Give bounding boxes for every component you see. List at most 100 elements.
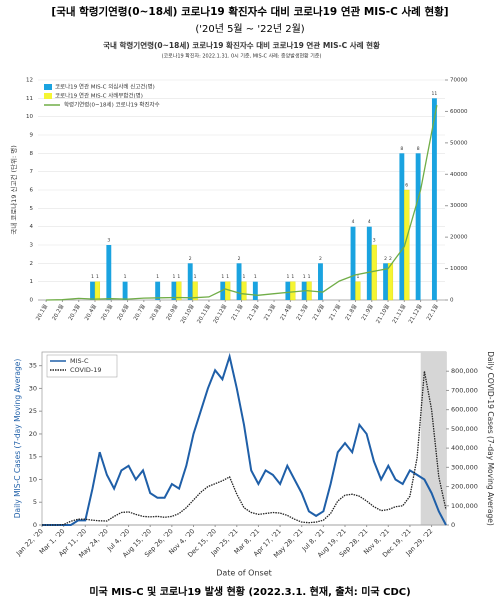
bar-value-label: 8 [417,146,420,152]
y2-tick-label: 0 [450,298,454,304]
y-axis-label: 국내 코로나19 신고건 (단위: 명) [9,145,18,235]
legend-swatch [44,84,52,90]
y-tick-label: 0 [30,298,34,304]
x-tick-label: 20.12월 [211,303,228,325]
bar-value-label: 1 [243,274,246,280]
x-tick-label: 20.8월 [148,303,164,322]
bar [285,281,291,300]
y-tick-label: 5 [30,206,34,212]
x-tick-label: 21.10월 [374,303,391,325]
bar-value-label: 1 [226,274,229,280]
y2-tick-label: 10000 [450,266,468,272]
bar-value-label: 1 [254,274,257,280]
bar [187,263,193,300]
bar-value-label: 3 [107,238,110,244]
y2-tick-label: 20000 [450,235,468,241]
x-tick-label: 20.7월 [131,303,147,322]
y-tick-label: 15 [29,453,37,461]
series-line [42,371,447,526]
bar-value-label: 1 [124,274,127,280]
y2-tick-label: 300,000 [451,463,478,471]
bar [366,226,372,300]
bar-value-label: 4 [368,219,371,225]
bar [252,281,258,300]
y-tick-label: 10 [29,475,37,483]
legend-label: 학령기연령(0~18세) 코로나19 확진자수 [64,101,160,109]
x-axis-label: Date of Onset [216,569,272,578]
y2-tick-label: 70000 [450,78,468,84]
x-tick-label: 21.6월 [310,303,326,322]
chart-title: 국내 학령기연령(0~18세) 코로나19 확진자수 대비 코로나19 연관 M… [103,40,380,50]
y-tick-label: 20 [29,430,37,438]
x-tick-label: 21.9월 [359,303,375,322]
bar-value-label: 2 [189,256,192,262]
x-tick-label: 21.5월 [294,303,310,322]
y2-axis-label: Daily COVID-19 Cases (7-day Moving Avera… [486,351,495,526]
bar [350,226,356,300]
x-tick-label: 20.2월 [50,303,66,322]
y-tick-label: 6 [30,188,34,194]
bar [106,245,112,300]
bar-value-label: 6 [405,183,408,189]
bar-value-label: 1 [356,274,359,280]
y2-tick-label: 100,000 [451,502,478,510]
bar-value-label: 8 [400,146,403,152]
y2-tick-label: 200,000 [451,483,478,491]
bar [399,153,405,300]
y2-tick-label: 50000 [450,140,468,146]
bar-value-label: 2 [384,256,387,262]
page-subtitle: ('20년 5월 ~ '22년 2월) [195,23,304,35]
bar-value-label: 3 [373,238,376,244]
bar [236,263,242,300]
x-tick-label: 20.1월 [34,303,50,322]
bar [122,281,128,300]
bar-value-label: 1 [221,274,224,280]
bar-value-label: 4 [352,219,355,225]
y2-tick-label: 700,000 [451,386,478,394]
bar [90,281,95,300]
bar-value-label: 1 [194,274,197,280]
legend-label: 코로나19 연관 MIS-C 사례부합건(명) [55,92,143,100]
x-tick-label: 21.7월 [327,303,343,322]
y-axis-label: Daily MIS-C Cases (7-day Moving Average) [13,359,22,519]
y2-tick-label: 500,000 [451,425,478,433]
x-tick-label: 20.4월 [82,303,98,322]
bar [94,281,101,301]
bar-value-label: 1 [96,274,99,280]
chart-subtitle: (코로나19 확진자: 2022.1.31. 0시 기준, MIS-C 사례: … [162,53,322,60]
y2-tick-label: 60000 [450,109,468,115]
bar [431,98,437,300]
bar-value-label: 1 [91,274,94,280]
bar-value-label: 1 [303,274,306,280]
bar [171,281,177,300]
y-tick-label: 30 [29,384,37,392]
bar [290,281,296,301]
y-tick-label: 25 [29,407,37,415]
x-tick-label: 21.2월 [245,303,261,322]
bar [387,263,394,301]
y2-tick-label: 800,000 [451,367,478,375]
bar [371,244,377,301]
x-tick-label: 20.6월 [115,303,131,322]
bar [318,263,323,300]
bar-value-label: 2 [389,256,392,262]
bar [176,281,182,301]
x-tick-label: 21.12월 [406,303,423,325]
y-tick-label: 0 [33,521,37,529]
series-line [46,104,438,301]
y-tick-label: 1 [30,279,34,285]
bar [192,281,198,301]
y-tick-label: 10 [26,114,33,120]
x-tick-label: 20.5월 [99,303,115,322]
legend-swatch [44,93,52,99]
bar-value-label: 1 [286,274,289,280]
y-tick-label: 5 [33,498,37,506]
y2-tick-label: 0 [451,521,455,529]
legend-label: 코로나19 연관 MIS-C 의심사례 신고건(명) [55,83,155,91]
bar-value-label: 2 [319,256,322,262]
x-tick-label: 22.1월 [424,303,440,322]
bar [415,153,421,300]
x-tick-label: 21.4월 [278,303,294,322]
y-tick-label: 8 [30,151,34,157]
y-tick-label: 11 [26,96,33,102]
